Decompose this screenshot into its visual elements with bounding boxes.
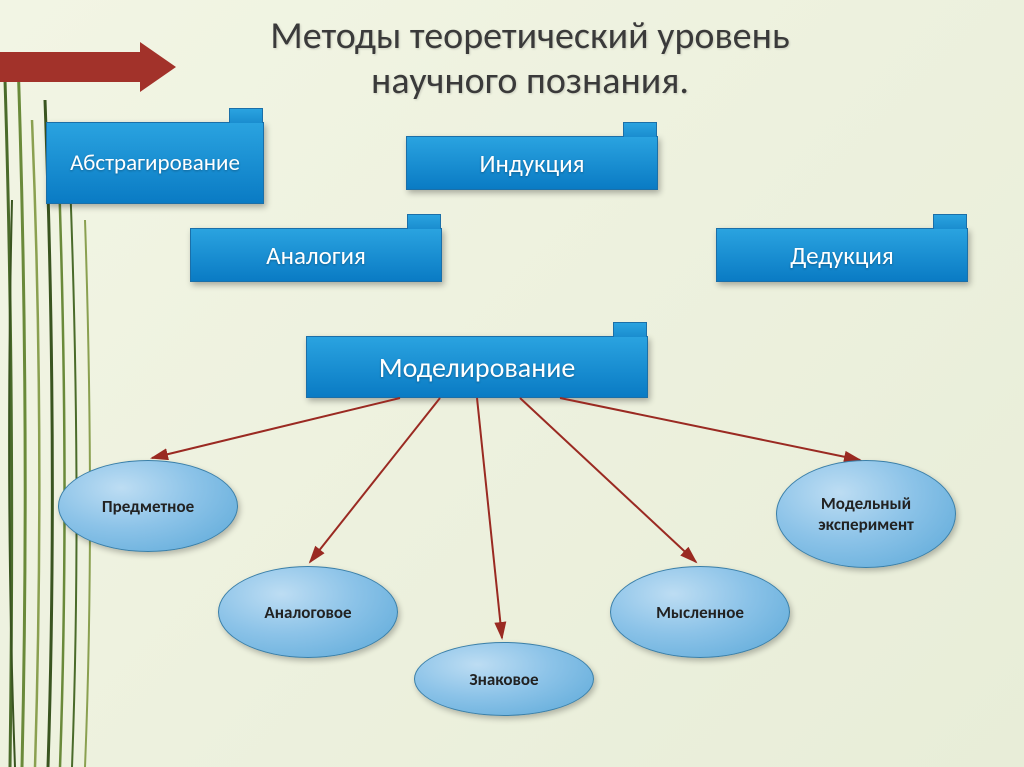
ellipse-myslennoe: Мысленное (610, 566, 790, 658)
ellipse-modelnyy-eksperiment: Модельный эксперимент (776, 460, 956, 568)
box-analogiya: Аналогия (190, 228, 442, 282)
box-modelirovanie: Моделирование (306, 336, 648, 398)
ellipse-label: Предметное (102, 496, 194, 517)
ellipse-label: Знаковое (469, 669, 538, 690)
box-label: Моделирование (379, 350, 576, 385)
ellipse-predmetnoe: Предметное (58, 460, 238, 552)
box-induktsiya: Индукция (406, 136, 658, 190)
box-abstragirovanie: Абстрагирование (46, 122, 264, 204)
red-arrow-decoration (0, 42, 176, 92)
ellipse-label: Мысленное (656, 602, 744, 623)
title-line-1: Методы теоретический уровень (270, 13, 790, 59)
ellipse-label: Модельный эксперимент (777, 493, 955, 535)
box-label: Абстрагирование (70, 149, 240, 177)
tab-notch (613, 322, 647, 337)
ellipse-znakovoe: Знаковое (414, 642, 594, 716)
box-label: Индукция (480, 148, 585, 179)
tab-notch (407, 214, 441, 229)
grass-decoration (0, 0, 120, 767)
tab-notch (933, 214, 967, 229)
tab-notch (623, 122, 657, 137)
ellipse-label: Аналоговое (264, 602, 351, 623)
tab-notch (229, 108, 263, 123)
ellipse-analogovoe: Аналоговое (218, 566, 398, 658)
page-title: Методы теоретический уровень научного по… (180, 14, 880, 104)
box-deduktsiya: Дедукция (716, 228, 968, 282)
title-line-2: научного познания. (371, 58, 689, 104)
box-label: Аналогия (266, 240, 366, 271)
box-label: Дедукция (790, 240, 894, 271)
